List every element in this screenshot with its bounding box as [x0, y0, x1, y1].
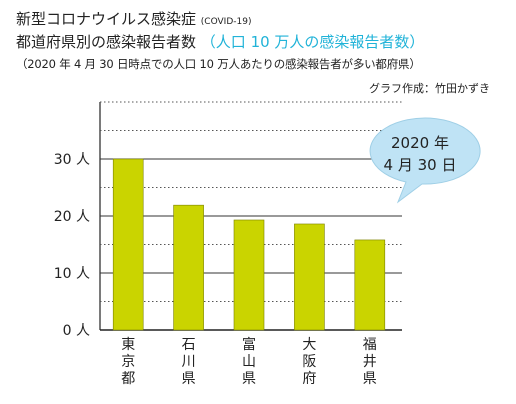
title-small: (COVID-19) — [200, 17, 252, 27]
x-tick-label: 大阪府 — [302, 337, 316, 387]
title-line2-highlight: （人口 10 万人の感染報告者数） — [200, 33, 425, 51]
x-tick-label: 福井県 — [363, 337, 377, 387]
y-tick-label: 10 人 — [54, 266, 90, 282]
bubble-date-label: 4 月 30 日 — [384, 156, 457, 174]
x-tick-label: 東京都 — [121, 337, 135, 387]
date-bubble: 2020 年 4 月 30 日 — [369, 117, 481, 204]
speech-bubble-shape — [369, 117, 481, 204]
bar-石川県 — [173, 204, 204, 331]
y-tick-label: 0 人 — [63, 323, 90, 339]
y-tick-label: 20 人 — [54, 209, 90, 225]
chart-credit: グラフ作成：竹田かずき — [369, 82, 490, 95]
y-tick-label: 30 人 — [54, 152, 90, 168]
title-main: 新型コロナウイルス感染症 — [16, 10, 197, 28]
x-tick-label: 石川県 — [182, 337, 196, 387]
title-line2-main: 都道府県別の感染報告者数 — [16, 33, 197, 51]
bar-富山県 — [233, 219, 265, 331]
bars — [112, 158, 386, 331]
bar-福井県 — [354, 239, 386, 331]
x-tick-label: 富山県 — [242, 336, 256, 387]
bar-大阪府 — [294, 223, 325, 331]
chart-subtitle: （2020 年 4 月 30 日時点での人口 10 万人あたりの感染報告者が多い… — [16, 57, 421, 71]
y-tick-labels: 0 人 10 人 20 人 30 人 — [54, 152, 90, 339]
bar-東京都 — [112, 158, 144, 331]
bubble-year-label: 2020 年 — [391, 134, 449, 152]
x-tick-labels: 東京都 石川県 富山県 大阪府 福井県 — [121, 336, 377, 387]
chart-title-line2: 都道府県別の感染報告者数 （人口 10 万人の感染報告者数） — [16, 31, 424, 52]
chart-title-line1: 新型コロナウイルス感染症 (COVID-19) — [16, 8, 251, 29]
